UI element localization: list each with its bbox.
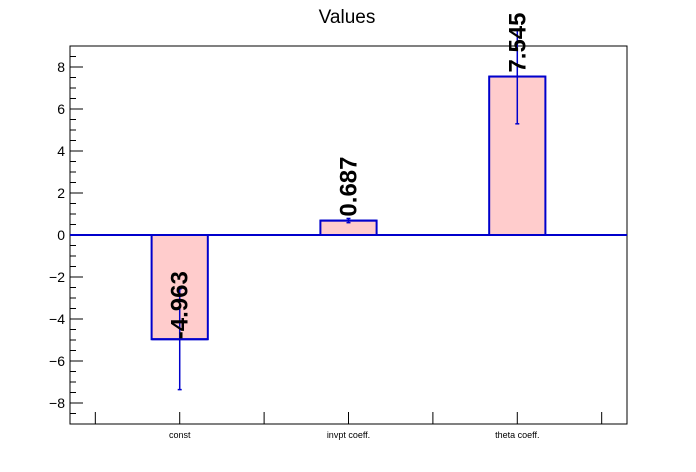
data-label: 7.545 bbox=[504, 12, 531, 72]
chart-title: Values bbox=[319, 7, 376, 28]
x-tick-label: const bbox=[169, 430, 191, 440]
y-tick-label: 4 bbox=[57, 143, 65, 159]
y-tick-label: −6 bbox=[49, 353, 65, 369]
data-label: -4.963 bbox=[167, 271, 194, 339]
y-tick-label: 0 bbox=[57, 227, 65, 243]
data-labels: -4.963 0.687 7.545 bbox=[167, 12, 532, 339]
y-tick-label: 6 bbox=[57, 101, 65, 117]
y-tick-label: 2 bbox=[57, 185, 65, 201]
data-label: 0.687 bbox=[336, 157, 363, 217]
bars bbox=[70, 28, 627, 391]
x-tick-label: invpt coeff. bbox=[327, 430, 370, 440]
y-tick-label: −8 bbox=[49, 395, 65, 411]
y-tick-label: 8 bbox=[57, 59, 65, 75]
x-tick-label: theta coeff. bbox=[495, 430, 539, 440]
y-tick-label: −2 bbox=[49, 269, 65, 285]
y-tick-label: −4 bbox=[49, 311, 65, 327]
axes: −8 −6 −4 −2 0 2 4 6 8 const invpt coeff. theta coef… bbox=[49, 45, 628, 440]
